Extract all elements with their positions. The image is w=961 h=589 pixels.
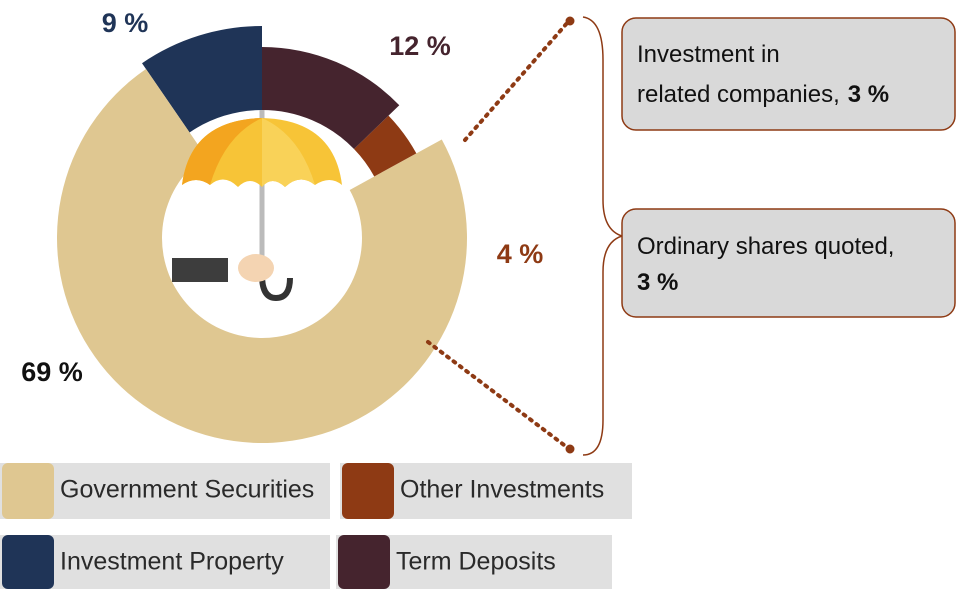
legend-swatch xyxy=(2,535,54,589)
callout-value: 3 % xyxy=(848,81,889,108)
callout-value: 3 % xyxy=(637,269,678,296)
legend-swatch xyxy=(2,463,54,519)
data-label: 69 % xyxy=(21,357,83,387)
callout-line: Investment in xyxy=(637,41,780,68)
legend-label: Investment Property xyxy=(60,548,284,576)
callout-line: related companies, xyxy=(637,81,840,108)
legend-swatch xyxy=(342,463,394,519)
legend-label: Term Deposits xyxy=(396,548,556,576)
legend-swatch xyxy=(338,535,390,589)
legend-label: Other Investments xyxy=(400,476,604,504)
data-label: 12 % xyxy=(389,31,451,61)
data-label: 9 % xyxy=(102,8,149,38)
chart: Investment in related companies, 3 % Ordin… xyxy=(0,0,961,589)
legend-label: Government Securities xyxy=(60,476,314,504)
data-label: 4 % xyxy=(497,239,544,269)
callout-line: Ordinary shares quoted, xyxy=(637,233,894,260)
umbrella-icon xyxy=(172,110,342,298)
